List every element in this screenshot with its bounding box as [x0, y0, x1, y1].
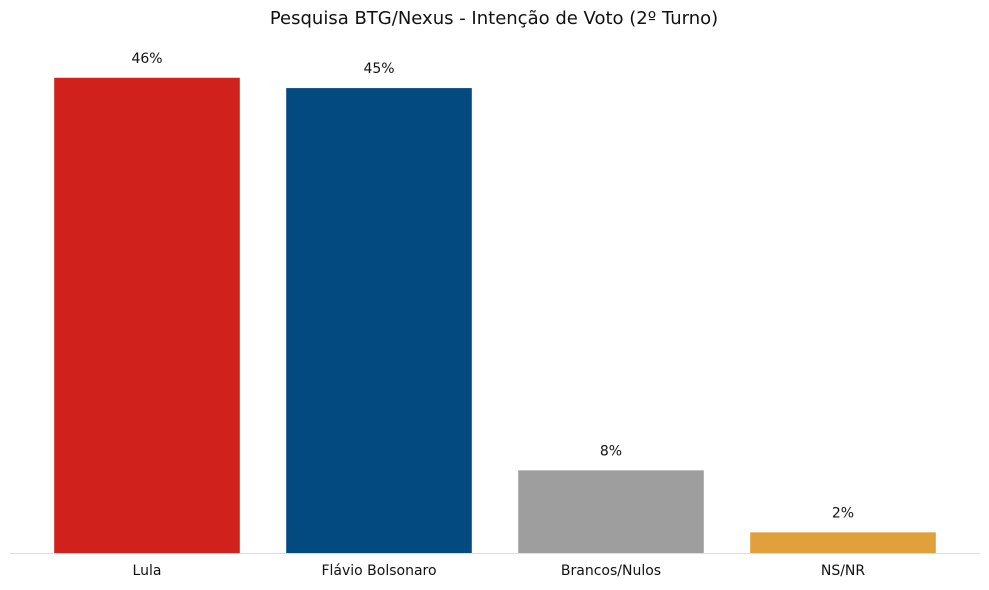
value-label: 45%: [363, 61, 394, 77]
chart-title: Pesquisa BTG/Nexus - Intenção de Voto (2…: [270, 8, 718, 29]
bar: [286, 88, 472, 553]
bar: [750, 532, 936, 553]
bar: [54, 77, 240, 553]
x-tick-label: Brancos/Nulos: [561, 563, 661, 579]
bar: [518, 470, 704, 553]
x-tick-label: Lula: [133, 563, 162, 579]
value-label: 8%: [600, 443, 622, 459]
x-tick-label: Flávio Bolsonaro: [321, 563, 436, 579]
value-label: 2%: [832, 505, 854, 521]
value-label: 46%: [131, 51, 162, 67]
x-tick-label: NS/NR: [821, 563, 866, 579]
